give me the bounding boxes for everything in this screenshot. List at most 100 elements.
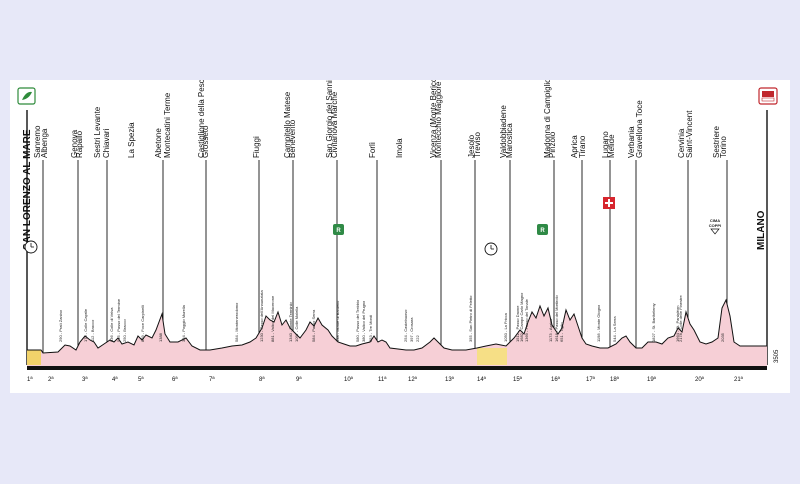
town-label: Genova	[70, 129, 79, 158]
town-label: Montecchio Maggiore	[434, 81, 443, 158]
rest-day-badge-icon: R	[333, 224, 344, 235]
stage-number: 9ª	[296, 376, 302, 383]
climb-label: 112 - Bracco	[90, 319, 95, 342]
town-label: Marostica	[505, 123, 514, 158]
climb-label: 1097 - Colle Molella	[294, 306, 299, 342]
town-label: Tirano	[578, 135, 587, 158]
town-label: Castiglione della Pescaia	[197, 80, 206, 158]
baseline-bar	[27, 366, 767, 370]
climb-label: 1664 - St. Pantaléon	[675, 306, 680, 342]
leaf-logo-icon	[17, 87, 36, 105]
climb-label: 1369 - Passo del Tonale	[524, 298, 529, 342]
climb-label: 1198 - Monte Ologno	[596, 304, 601, 342]
town-label: Fiuggi	[252, 136, 261, 158]
climb-label: 1173 - Aprica	[548, 318, 553, 342]
climb-label: 839 - Foce Carpinelli	[140, 305, 145, 342]
rest-badge-2: R	[540, 228, 545, 234]
elevation-profile-fill	[27, 300, 767, 366]
climb-label: 250 - Bracco	[122, 319, 127, 342]
climb-label: 254 - Castelnuovo	[403, 309, 408, 342]
stage-number: 2ª	[48, 376, 54, 383]
stage-number: 13ª	[445, 376, 455, 383]
stage-number: 4ª	[112, 376, 118, 383]
climb-label: 584 - Montenerodomo	[234, 302, 239, 342]
town-label: Rapallo	[75, 130, 84, 158]
stage-number: 6ª	[172, 376, 178, 383]
town-label: Saint-Vincent	[685, 110, 694, 158]
climb-label: 253 - Tre Monti	[368, 315, 373, 342]
climb-label: 290 - Pratì Zanino	[58, 309, 63, 342]
giro-route-profile: SAN LORENZO AL MARE MILANO SanremoAlbeng…	[10, 80, 790, 393]
stopwatch-icon	[24, 240, 38, 254]
climb-label: 1682 - Campo Carlo Magno	[519, 292, 524, 342]
town-label: Albenga	[40, 128, 49, 158]
climb-label: 1230 - Passo dell'Annunziata	[259, 290, 264, 342]
town-label: Torino	[719, 136, 728, 158]
stage-number: 12ª	[408, 376, 418, 383]
stage-number: 16ª	[551, 376, 561, 383]
stage-number: 10ª	[344, 376, 354, 383]
town-label: Valdobbiadene	[499, 105, 508, 158]
mountain-summit-icon: CIMA COPPI	[709, 218, 721, 235]
town-label: Cervinia	[677, 128, 686, 158]
climb-label: 380 - Valico del Prugno	[361, 300, 366, 342]
town-label: Melide	[607, 134, 616, 158]
climb-label: 1827 - St. Barthélemy	[651, 303, 656, 342]
town-label: Lugano	[601, 131, 610, 158]
town-label: Treviso	[473, 132, 482, 158]
town-label: Montecatini Terme	[163, 92, 172, 158]
stage-number: 20ª	[695, 376, 705, 383]
stage-number: 19ª	[647, 376, 657, 383]
climb-label: 544 - La Serra	[612, 316, 617, 342]
climb-label: 2178 - Colle delle Finestre	[678, 295, 683, 342]
town-label: Benevento	[288, 119, 297, 158]
rest-badge-1: R	[336, 228, 341, 234]
km-total: 3505	[774, 349, 780, 363]
stage-number: 3ª	[82, 376, 88, 383]
stage-number: 14ª	[477, 376, 487, 383]
town-label: Grosseto	[201, 125, 210, 158]
rest-day-badge-icon: R	[537, 224, 548, 235]
climb-label: 580 - Passo del Trebbio	[355, 299, 360, 342]
climb-label: 651 - Tiglio	[559, 322, 564, 342]
town-label: Gravellona Toce	[635, 100, 644, 158]
climb-label: 397 - Crosara	[409, 317, 414, 342]
rest-highlight	[477, 348, 507, 365]
swiss-flag-icon	[603, 197, 615, 209]
town-label: Abetone	[154, 128, 163, 158]
town-label: Jesolo	[467, 134, 476, 158]
town-label: Madonna di Campiglio	[543, 80, 552, 158]
climb-label: 1050 - La Fricca	[503, 312, 508, 342]
cima-label-2: COPPI	[709, 223, 721, 228]
climb-label: 881 - Valico del Macerone	[270, 295, 275, 342]
start-label: SAN LORENZO AL MARE	[22, 129, 33, 250]
town-label: Verbania	[627, 126, 636, 158]
climb-label: 355 - San Pietro di Feletto	[468, 295, 473, 342]
town-label: La Spezia	[127, 122, 136, 158]
climb-label: 1512 - Passo Daone	[515, 305, 520, 342]
town-label: San Giorgio del Sannio	[325, 80, 334, 158]
stage-number: 18ª	[610, 376, 620, 383]
stopwatch-icon	[484, 242, 498, 256]
stage-number: 17ª	[586, 376, 596, 383]
cima-label-1: CIMA	[710, 218, 720, 223]
stage-number: 11ª	[378, 376, 387, 383]
climb-label: 545 - Passo del Termine	[116, 298, 121, 342]
climb-label: 1618 - Passo del Mortirolo	[554, 295, 559, 342]
town-label: Forlì	[368, 142, 377, 158]
climb-label: 536 - Colle di Velva	[109, 307, 114, 342]
town-label: Imola	[395, 138, 404, 158]
town-label: Aprica	[570, 135, 579, 158]
elevation-profile-line	[27, 298, 767, 354]
town-label: Campitello Matese	[283, 91, 292, 158]
stage-number: 1ª	[27, 376, 33, 383]
finish-label: MILANO	[756, 210, 767, 250]
climb-label: 2035	[720, 332, 725, 342]
town-label: Vicenza (Monte Berico)	[429, 80, 438, 158]
climb-label: 398 - Monte di Bardello	[335, 300, 340, 342]
climb-label: 1388	[158, 332, 163, 342]
finish-logo-icon	[758, 87, 778, 105]
climb-labels: 290 - Pratì Zanino 175 - Colle Caprile 112…	[58, 290, 725, 342]
town-label: Sestri Levante	[93, 106, 102, 158]
